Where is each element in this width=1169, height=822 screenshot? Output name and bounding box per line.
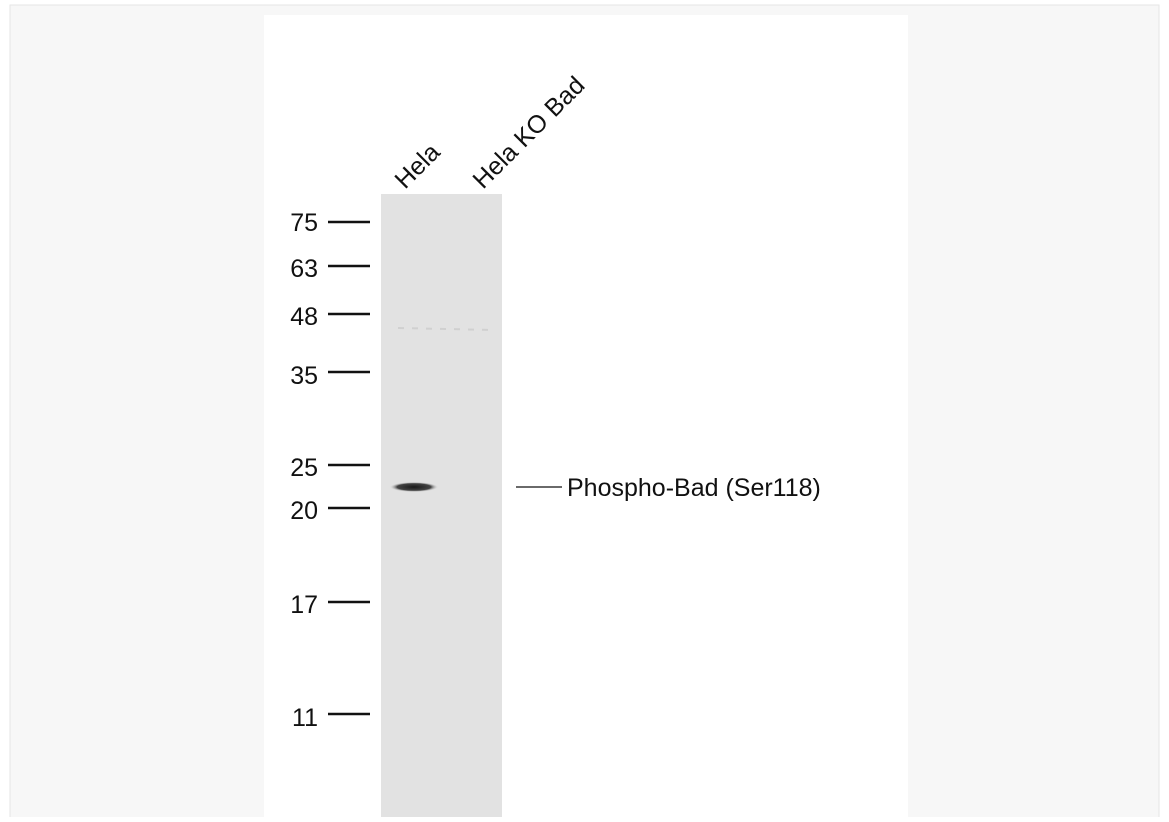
marker-label: 48 [290, 303, 318, 331]
marker-label: 35 [290, 362, 318, 390]
figure: Hela Hela KO Bad 75 63 48 35 25 20 17 11… [0, 0, 1169, 817]
gel-lane [381, 194, 502, 817]
marker-label: 25 [290, 454, 318, 482]
band-label: Phospho-Bad (Ser118) [567, 474, 821, 502]
marker-label: 11 [292, 704, 318, 732]
panel [264, 15, 908, 817]
marker-label: 75 [290, 209, 318, 237]
marker-label: 63 [290, 255, 318, 283]
marker-label: 20 [290, 497, 318, 525]
band [390, 482, 438, 492]
marker-label: 17 [290, 591, 318, 619]
